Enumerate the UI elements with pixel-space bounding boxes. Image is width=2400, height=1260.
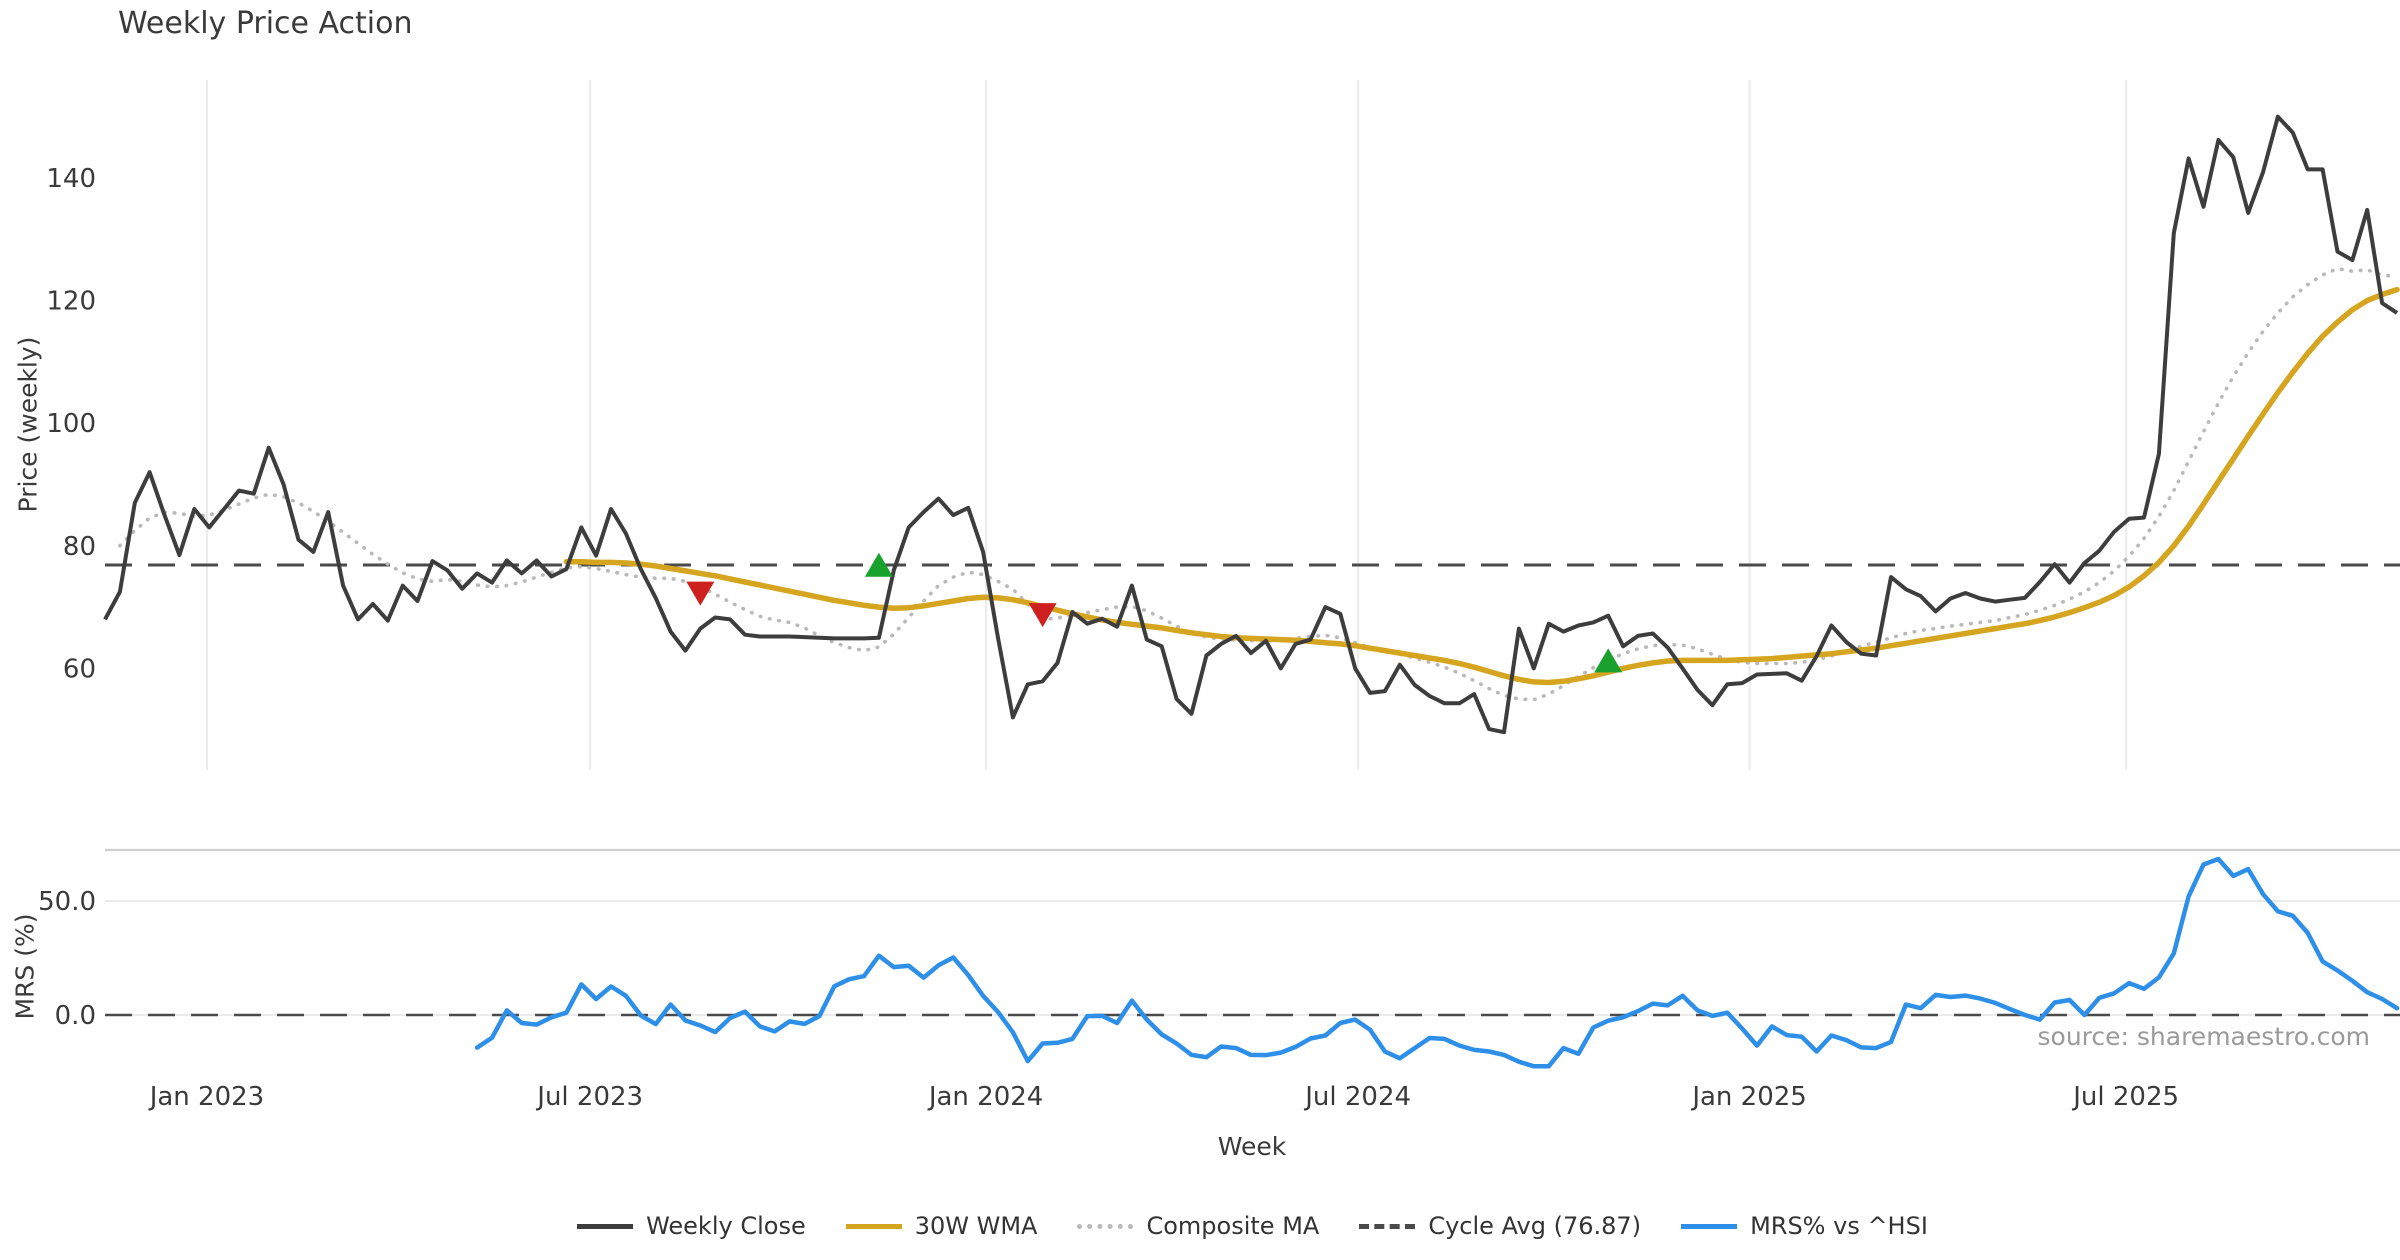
legend-label: Weekly Close [646, 1212, 806, 1240]
buy-marker-icon [1594, 648, 1623, 673]
legend-line-swatch-icon [1359, 1223, 1416, 1229]
legend-line-swatch-icon [1681, 1223, 1738, 1229]
x-tick-label: Jan 2025 [1690, 1082, 1807, 1112]
legend: Weekly Close 30W WMA Composite MA Cycle Avg… [105, 1212, 2400, 1240]
mrs-tick-label: 0.0 [55, 1001, 96, 1031]
chart-title: Weekly Price Action [118, 6, 413, 41]
x-axis-label: Week [1217, 1132, 1287, 1161]
legend-line-swatch-icon [845, 1223, 902, 1229]
legend-label: MRS% vs ^HSI [1750, 1212, 1928, 1240]
legend-item[interactable]: 30W WMA [845, 1212, 1038, 1240]
legend-line-swatch-icon [577, 1223, 634, 1229]
wma-line [563, 286, 2400, 686]
legend-item[interactable]: Composite MA [1077, 1212, 1319, 1240]
weekly-close-line [103, 114, 2399, 735]
price-tick-label: 60 [63, 654, 96, 684]
legend-label: Composite MA [1146, 1212, 1320, 1240]
legend-line-swatch-icon [1077, 1223, 1134, 1229]
sell-marker-icon [1028, 603, 1057, 628]
price-axis-label: Price (weekly) [13, 336, 43, 513]
legend-item[interactable]: MRS% vs ^HSI [1681, 1212, 1928, 1240]
x-tick-label: Jan 2024 [927, 1082, 1044, 1112]
price-tick-label: 120 [46, 287, 96, 317]
mrs-axis-label: MRS (%) [10, 913, 40, 1020]
mrs-line [474, 856, 2400, 1069]
price-tick-label: 100 [46, 409, 96, 439]
buy-marker-icon [864, 552, 893, 577]
mrs-tick-label: 50.0 [38, 887, 96, 917]
x-tick-label: Jul 2025 [2071, 1082, 2179, 1112]
legend-item[interactable]: Cycle Avg (76.87) [1359, 1212, 1641, 1240]
x-tick-label: Jul 2023 [535, 1082, 643, 1112]
legend-item[interactable]: Weekly Close [577, 1212, 806, 1240]
x-tick-label: Jul 2024 [1303, 1082, 1411, 1112]
price-tick-label: 80 [63, 532, 96, 562]
price-tick-label: 140 [46, 164, 96, 194]
composite-ma-line [118, 266, 2399, 702]
legend-label: Cycle Avg (76.87) [1428, 1212, 1642, 1240]
sell-marker-icon [686, 581, 715, 606]
legend-label: 30W WMA [914, 1212, 1038, 1240]
x-tick-label: Jan 2023 [148, 1082, 265, 1112]
source-note: source: sharemaestro.com [2037, 1022, 2371, 1051]
